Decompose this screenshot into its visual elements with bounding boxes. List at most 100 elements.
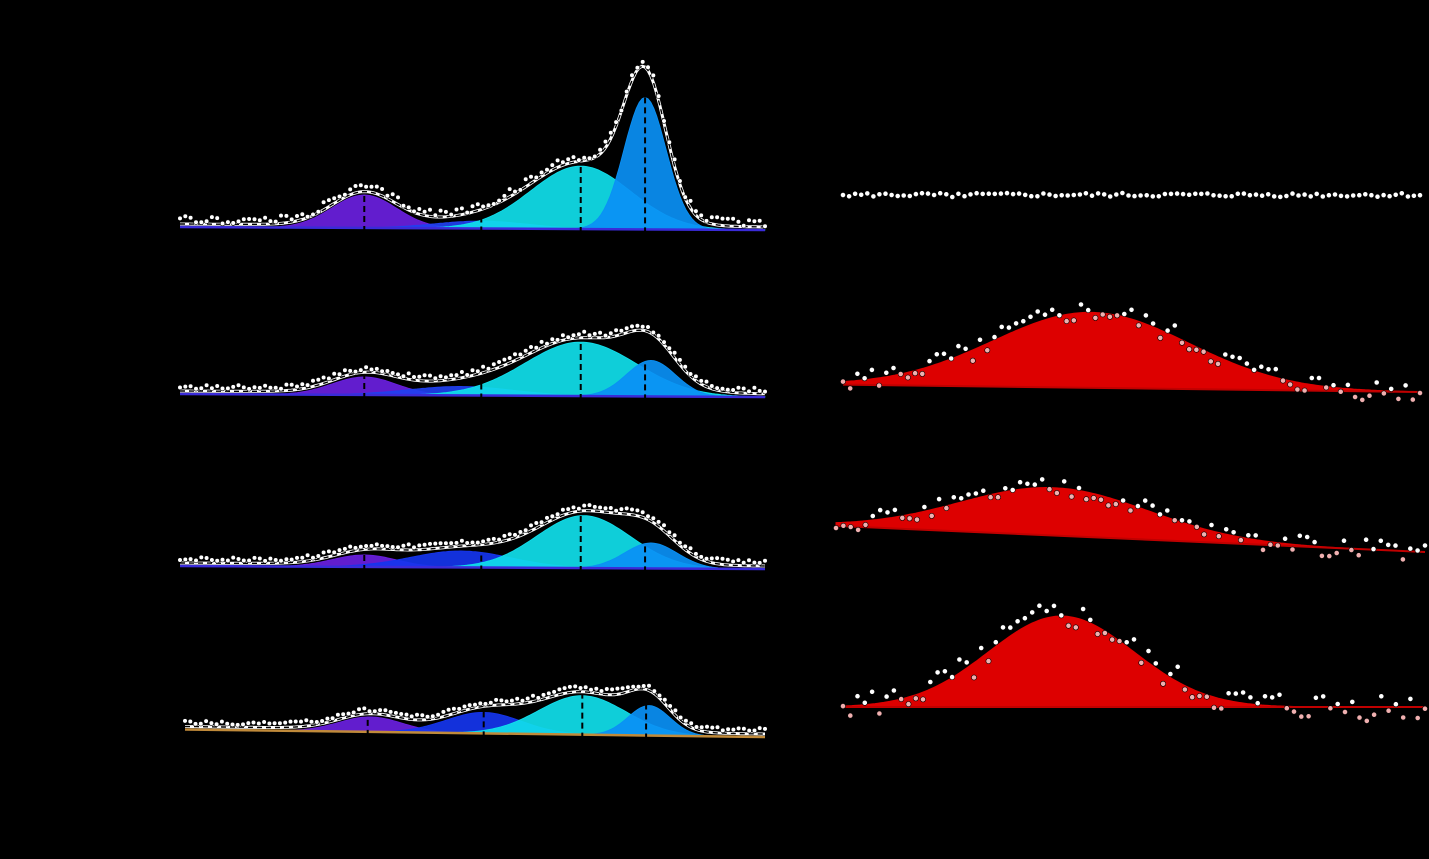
data-point bbox=[709, 214, 715, 220]
data-point bbox=[554, 511, 561, 517]
data-point bbox=[1282, 535, 1288, 542]
data-point bbox=[321, 549, 327, 556]
data-point bbox=[847, 524, 854, 530]
data-point bbox=[395, 194, 401, 200]
data-point bbox=[624, 505, 630, 512]
data-point bbox=[892, 506, 898, 513]
data-point bbox=[560, 159, 566, 165]
data-point bbox=[577, 685, 584, 691]
data-point bbox=[422, 209, 428, 215]
data-point bbox=[967, 191, 974, 198]
data-point bbox=[1203, 693, 1210, 700]
data-point bbox=[1180, 191, 1186, 197]
data-point bbox=[1405, 193, 1411, 200]
data-point bbox=[661, 118, 667, 124]
data-point bbox=[1186, 346, 1193, 353]
data-point bbox=[294, 213, 300, 219]
data-point bbox=[583, 684, 589, 690]
data-point bbox=[762, 389, 768, 395]
data-point bbox=[1313, 694, 1319, 701]
data-point bbox=[667, 703, 673, 709]
data-point bbox=[1327, 705, 1334, 712]
data-point bbox=[446, 707, 452, 713]
data-point bbox=[602, 139, 609, 145]
data-point bbox=[751, 218, 758, 224]
data-point bbox=[1054, 490, 1060, 496]
data-point bbox=[519, 698, 526, 704]
background-line bbox=[179, 564, 766, 571]
data-point bbox=[188, 383, 194, 389]
data-point bbox=[517, 351, 524, 358]
data-point bbox=[655, 519, 662, 525]
data-point bbox=[1414, 547, 1421, 554]
data-point bbox=[1002, 485, 1009, 492]
data-point bbox=[477, 700, 483, 707]
data-point bbox=[358, 182, 364, 188]
data-point bbox=[432, 375, 438, 381]
data-point bbox=[1289, 546, 1296, 553]
data-point bbox=[852, 190, 858, 197]
data-point bbox=[219, 718, 225, 725]
data-point bbox=[912, 695, 919, 702]
data-point bbox=[496, 359, 502, 365]
left-panel-4 bbox=[182, 683, 768, 740]
data-point bbox=[1301, 387, 1308, 394]
data-point bbox=[1326, 192, 1332, 199]
data-point bbox=[941, 350, 947, 357]
data-point bbox=[293, 718, 299, 725]
data-point bbox=[906, 515, 913, 522]
data-point bbox=[699, 724, 705, 730]
data-point bbox=[1411, 192, 1417, 199]
data-point bbox=[208, 720, 214, 726]
data-point bbox=[1200, 348, 1207, 355]
data-point bbox=[719, 386, 726, 392]
data-point bbox=[374, 366, 380, 372]
data-point bbox=[861, 699, 868, 706]
data-point bbox=[303, 717, 309, 723]
data-point bbox=[719, 556, 726, 562]
data-point bbox=[1085, 307, 1092, 313]
data-point bbox=[384, 543, 391, 549]
data-point bbox=[347, 368, 353, 374]
data-point bbox=[379, 543, 385, 549]
data-point bbox=[1338, 192, 1344, 199]
data-point bbox=[1359, 396, 1366, 403]
data-point bbox=[1393, 701, 1399, 708]
data-point bbox=[225, 385, 231, 392]
data-point bbox=[1332, 191, 1338, 198]
data-point bbox=[1308, 375, 1315, 381]
data-point bbox=[592, 153, 598, 160]
data-point bbox=[1107, 313, 1113, 320]
data-point bbox=[493, 697, 499, 703]
data-point bbox=[1043, 608, 1050, 614]
data-point bbox=[331, 549, 337, 556]
data-point bbox=[572, 683, 578, 690]
data-point bbox=[187, 718, 193, 725]
data-point bbox=[757, 388, 763, 394]
data-point bbox=[372, 708, 378, 714]
data-point bbox=[448, 372, 454, 378]
data-point bbox=[1276, 691, 1283, 698]
data-point bbox=[927, 679, 934, 685]
data-point bbox=[624, 88, 630, 95]
data-point bbox=[230, 384, 236, 390]
data-point bbox=[1157, 334, 1164, 341]
data-point bbox=[1304, 534, 1311, 540]
data-point bbox=[1031, 481, 1038, 488]
data-point bbox=[762, 726, 768, 732]
data-point bbox=[602, 505, 609, 511]
data-point bbox=[847, 712, 854, 719]
data-point bbox=[846, 193, 852, 200]
data-point bbox=[720, 727, 726, 734]
data-point bbox=[411, 208, 417, 214]
data-point bbox=[1319, 193, 1326, 200]
data-point bbox=[1171, 322, 1178, 329]
data-point bbox=[1352, 394, 1358, 400]
data-point bbox=[576, 331, 582, 337]
data-point bbox=[438, 373, 444, 379]
data-point bbox=[459, 538, 465, 544]
data-point bbox=[538, 519, 545, 525]
data-point bbox=[588, 687, 594, 693]
data-point bbox=[619, 685, 626, 691]
data-point bbox=[1265, 191, 1272, 198]
